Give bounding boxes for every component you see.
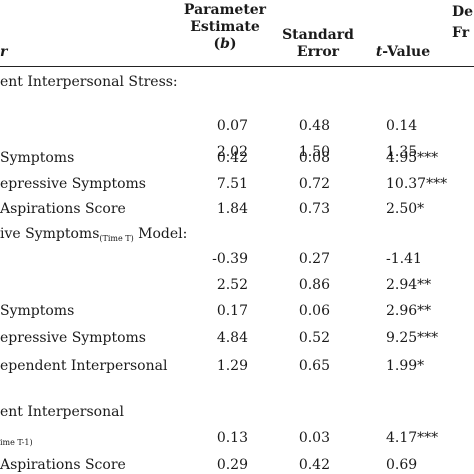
- row-label: Aspirations Score: [0, 201, 126, 217]
- df-header-line2: Fr: [452, 25, 470, 41]
- estimate-cell: -0.39: [212, 251, 248, 267]
- estimate-cell: 7.51: [216, 176, 248, 192]
- standard-error-cell: 0.73: [298, 201, 330, 217]
- estimate-cell: 0.17: [216, 303, 248, 319]
- t-value-cell: 4.95***: [386, 150, 439, 166]
- t-value-cell: 4.17***: [386, 430, 439, 446]
- se-header-line1: Standard: [282, 27, 354, 43]
- row-label: ent Interpersonal: [0, 404, 124, 420]
- predictor-header: r: [0, 44, 7, 61]
- t-value-cell: 0.69: [386, 457, 418, 473]
- row-label: Symptoms: [0, 150, 75, 166]
- estimate-cell: 0.29: [216, 457, 248, 473]
- t-value-cell: -1.41: [386, 251, 422, 267]
- df-header-line1: De: [452, 4, 474, 20]
- se-header-line2: Error: [296, 44, 340, 60]
- standard-error-cell: 1.50: [298, 144, 330, 160]
- parameter-header-line2: Estimate: [190, 19, 260, 35]
- row-label: Aspirations Score: [0, 457, 126, 473]
- estimate-cell: 0.07: [216, 118, 248, 134]
- t-value-cell: 9.25***: [386, 330, 439, 346]
- t-value-cell: 2.94**: [386, 277, 432, 293]
- t-value-header: t-Value: [375, 44, 431, 60]
- t-value-cell: 10.37***: [386, 176, 448, 192]
- estimate-cell: 4.84: [216, 330, 248, 346]
- estimate-cell: 2.02: [216, 144, 248, 160]
- standard-error-cell: 0.03: [298, 430, 330, 446]
- t-value-cell: 0.14: [386, 118, 418, 134]
- row-label: ime T-1): [0, 438, 33, 447]
- df-header: De Fr: [452, 4, 474, 42]
- row-label: ive Symptoms(Time T) Model:: [0, 226, 188, 243]
- parameter-estimate-header: Parameter Estimate (b): [170, 2, 280, 53]
- parameter-header-line3: (b): [213, 36, 237, 52]
- row-label: ent Interpersonal Stress:: [0, 74, 178, 90]
- standard-error-cell: 0.72: [298, 176, 330, 192]
- standard-error-cell: 0.48: [298, 118, 330, 134]
- standard-error-cell: 0.27: [298, 251, 330, 267]
- standard-error-cell: 0.42: [298, 457, 330, 473]
- t-value-cell: 2.50*: [386, 201, 425, 217]
- standard-error-cell: 0.65: [298, 358, 330, 374]
- predictor-header-text: r: [0, 44, 8, 60]
- row-label: Symptoms: [0, 303, 75, 319]
- estimate-cell: 0.13: [216, 430, 248, 446]
- row-label: ependent Interpersonal: [0, 358, 168, 374]
- standard-error-cell: 0.06: [298, 303, 330, 319]
- t-value-cell: 1.35: [386, 144, 418, 160]
- estimate-cell: 2.52: [216, 277, 248, 293]
- row-label: epressive Symptoms: [0, 176, 146, 192]
- estimate-cell: 1.29: [216, 358, 248, 374]
- parameter-header-line1: Parameter: [183, 2, 267, 18]
- standard-error-cell: 0.52: [298, 330, 330, 346]
- t-value-cell: 2.96**: [386, 303, 432, 319]
- standard-error-header: Standard Error: [282, 27, 354, 61]
- estimate-cell: 0.42: [216, 150, 248, 166]
- row-label: epressive Symptoms: [0, 330, 146, 346]
- standard-error-cell: 0.86: [298, 277, 330, 293]
- standard-error-cell: 0.08: [298, 150, 330, 166]
- estimate-cell: 1.84: [216, 201, 248, 217]
- header-rule: [0, 66, 474, 67]
- t-value-cell: 1.99*: [386, 358, 425, 374]
